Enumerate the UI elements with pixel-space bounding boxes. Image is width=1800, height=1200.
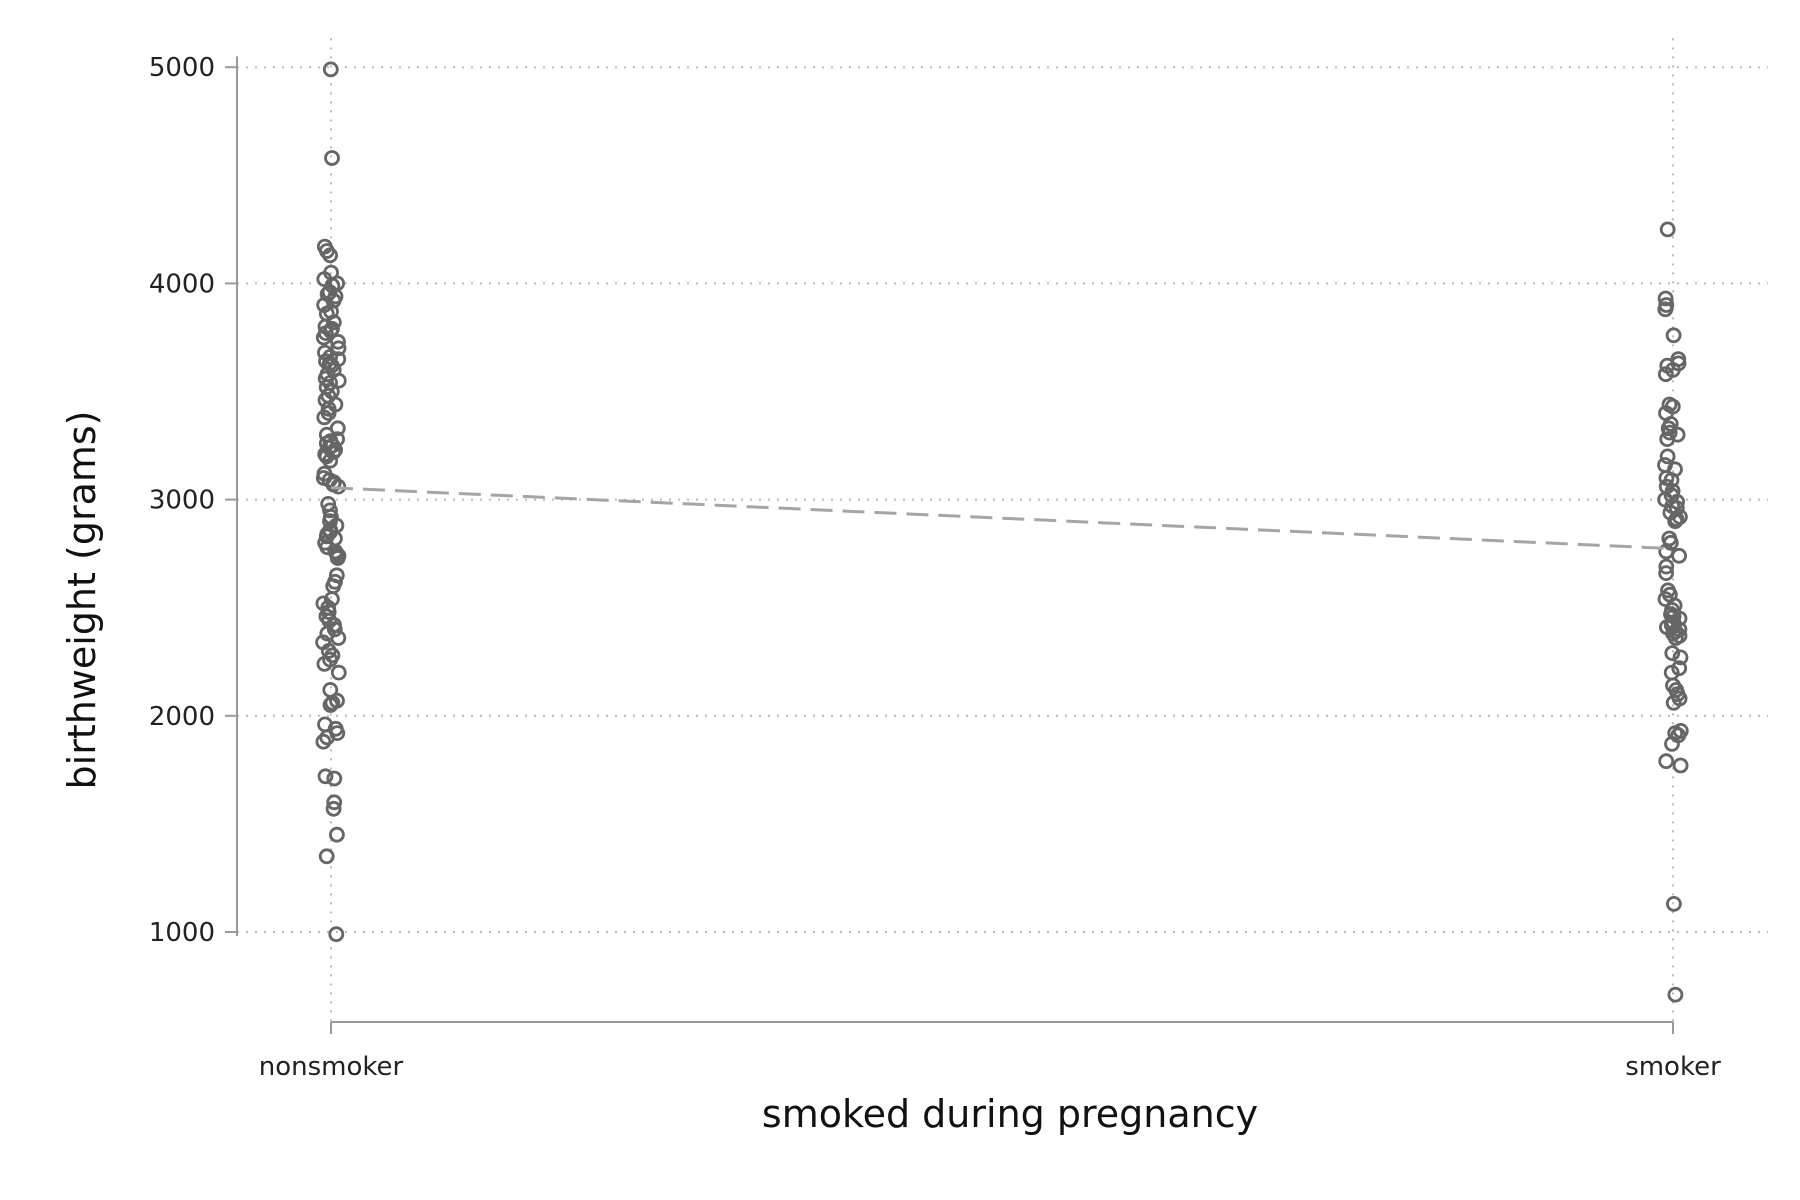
data-point-nonsmoker xyxy=(316,656,333,672)
data-point-nonsmoker xyxy=(329,550,346,566)
data-point-smoker xyxy=(1659,448,1676,465)
data-point-smoker xyxy=(1667,630,1684,646)
y-tick-label: 3000 xyxy=(149,486,215,516)
data-point-nonsmoker xyxy=(320,405,337,422)
data-point-nonsmoker xyxy=(322,697,339,713)
data-point-smoker xyxy=(1672,649,1689,666)
data-point-nonsmoker xyxy=(317,768,334,785)
data-point-smoker xyxy=(1665,327,1682,344)
data-point-nonsmoker xyxy=(330,372,347,389)
data-point-smoker xyxy=(1658,753,1675,770)
y-tick-label: 4000 xyxy=(149,269,215,299)
data-point-nonsmoker xyxy=(316,409,333,426)
data-point-nonsmoker xyxy=(330,333,346,350)
data-point-smoker xyxy=(1657,290,1674,307)
data-point-nonsmoker xyxy=(318,848,335,865)
data-point-smoker xyxy=(1667,513,1684,530)
data-point-nonsmoker xyxy=(319,729,336,746)
grid-lines xyxy=(237,38,1768,1022)
data-point-nonsmoker xyxy=(318,305,335,322)
data-point-nonsmoker xyxy=(326,770,343,787)
data-point-smoker xyxy=(1662,534,1679,551)
data-point-smoker xyxy=(1667,623,1684,640)
fit-line-group xyxy=(330,486,1674,551)
data-point-nonsmoker xyxy=(324,694,341,711)
data-point-nonsmoker xyxy=(325,800,342,817)
data-point-nonsmoker xyxy=(325,314,342,331)
x-tick-label: smoker xyxy=(1625,1052,1721,1082)
data-point-smoker xyxy=(1666,896,1682,912)
data-point-smoker xyxy=(1664,645,1681,661)
data-point-smoker xyxy=(1667,986,1684,1003)
data-points xyxy=(315,61,1689,1003)
y-tick-label: 1000 xyxy=(149,918,215,948)
axes xyxy=(225,56,1674,1034)
data-point-smoker xyxy=(1658,558,1675,575)
data-point-nonsmoker xyxy=(330,340,347,357)
data-point-smoker xyxy=(1658,565,1674,581)
tick-labels: 1000 2000 3000 4000 5000 nonsmoker smoker xyxy=(149,53,1721,1082)
data-point-nonsmoker xyxy=(318,528,335,545)
y-tick-label: 2000 xyxy=(149,702,215,732)
data-point-nonsmoker xyxy=(315,329,332,346)
data-point-smoker xyxy=(1657,301,1674,318)
data-point-nonsmoker xyxy=(322,247,339,264)
data-point-smoker xyxy=(1665,694,1682,711)
data-point-smoker xyxy=(1664,736,1680,752)
data-point-nonsmoker xyxy=(322,61,339,78)
data-point-nonsmoker xyxy=(322,502,338,519)
data-point-smoker xyxy=(1672,757,1689,774)
data-point-nonsmoker xyxy=(330,630,347,646)
data-point-nonsmoker xyxy=(328,826,345,843)
x-axis-title: smoked during pregnancy xyxy=(762,1092,1258,1136)
y-axis-title: birthweight (grams) xyxy=(60,411,104,790)
data-point-nonsmoker xyxy=(328,926,345,943)
x-tick-label: nonsmoker xyxy=(259,1052,404,1082)
data-point-smoker xyxy=(1659,221,1676,238)
data-point-nonsmoker xyxy=(326,794,343,811)
data-point-nonsmoker xyxy=(322,452,339,469)
y-tick-label: 5000 xyxy=(149,53,215,83)
data-point-smoker xyxy=(1659,431,1676,448)
data-point-nonsmoker xyxy=(315,733,332,750)
data-point-smoker xyxy=(1657,366,1674,383)
data-point-nonsmoker xyxy=(330,664,347,681)
data-point-nonsmoker xyxy=(324,150,340,166)
fit-line xyxy=(330,486,1674,551)
data-point-smoker xyxy=(1671,547,1687,564)
